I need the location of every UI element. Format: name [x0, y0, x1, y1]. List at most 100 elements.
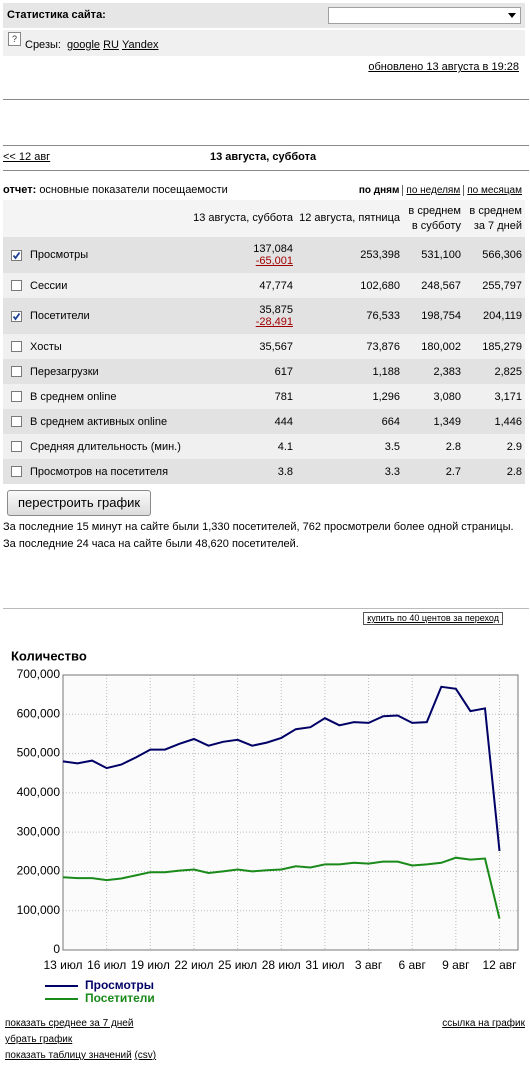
- column-header: 12 августа, пятница: [296, 200, 403, 237]
- value: 3,171: [494, 390, 522, 403]
- y-tick-label: 400,000: [17, 785, 61, 799]
- slice-link[interactable]: google: [67, 39, 101, 51]
- value: 248,567: [421, 279, 461, 292]
- value-cell: 617: [186, 359, 296, 384]
- y-tick-label: 700,000: [17, 667, 61, 681]
- column-header: в среднем за 7 дней: [464, 200, 525, 237]
- value: 185,279: [482, 340, 522, 353]
- row-label: Посетители: [30, 310, 90, 322]
- help-icon[interactable]: ?: [8, 32, 21, 46]
- value-cell: 2.9: [464, 434, 525, 459]
- checkbox[interactable]: [11, 366, 22, 378]
- row-label: Перезагрузки: [30, 365, 99, 378]
- y-tick-label: 500,000: [17, 746, 61, 760]
- summary-line: За последние 24 часа на сайте были 48,62…: [3, 538, 299, 550]
- value-cell: 185,279: [464, 334, 525, 359]
- promo-link[interactable]: купить по 40 центов за переход: [363, 612, 503, 625]
- slices-bar: ? Срезы: google RU Yandex: [3, 30, 525, 56]
- series-line: [62, 685, 501, 852]
- value-cell: 1,188: [296, 359, 403, 384]
- chart-link[interactable]: ссылка на график: [442, 1018, 525, 1029]
- remove-link[interactable]: убрать график: [5, 1034, 73, 1045]
- value-cell: 255,797: [464, 273, 525, 298]
- prev-day-link[interactable]: << 12 авг: [3, 151, 51, 163]
- value-cell: 2.8: [464, 459, 525, 484]
- value-cell: 3,080: [403, 384, 464, 409]
- updated-link[interactable]: обновлено 13 августа в 19:28: [368, 61, 519, 73]
- value-cell: 2,383: [403, 359, 464, 384]
- x-tick-label: 25 июл: [218, 958, 257, 972]
- label-cell: Посетители: [3, 298, 186, 334]
- value: 253,398: [360, 249, 400, 261]
- value-cell: 2.7: [403, 459, 464, 484]
- checkbox[interactable]: [11, 466, 22, 478]
- csv-link[interactable]: (csv): [134, 1050, 157, 1061]
- value-cell: 1,349: [403, 409, 464, 434]
- value: 781: [274, 390, 293, 403]
- diff-link[interactable]: -65,001: [255, 255, 293, 267]
- value: 198,754: [421, 310, 461, 322]
- row-label: Просмотры: [30, 249, 89, 261]
- value-cell: 2,825: [464, 359, 525, 384]
- row-label: В среднем online: [30, 390, 117, 403]
- value: 3.8: [277, 465, 293, 478]
- header-cell: [3, 200, 186, 237]
- report-label: отчет:: [3, 184, 37, 196]
- diff-link[interactable]: -28,491: [255, 316, 293, 328]
- value-cell: 137,084 -65,001: [186, 237, 296, 273]
- chart-title: Количество: [11, 648, 87, 663]
- value: 204,119: [483, 310, 522, 322]
- checkbox[interactable]: [11, 341, 22, 353]
- value: 2,825: [494, 365, 522, 378]
- avg-link[interactable]: показать среднее за 7 дней: [5, 1018, 134, 1029]
- check-mark: [12, 251, 21, 260]
- report-name: основные показатели посещаемости: [39, 184, 228, 196]
- checkbox[interactable]: [11, 280, 22, 292]
- checkbox[interactable]: [11, 391, 22, 403]
- period-link[interactable]: по месяцам: [463, 185, 525, 196]
- label-cell: В среднем online: [3, 384, 186, 409]
- x-tick-label: 9 авг: [442, 958, 470, 972]
- row-label: Хосты: [30, 340, 62, 353]
- y-tick-label: 600,000: [17, 706, 61, 720]
- value-cell: 566,306: [464, 237, 525, 273]
- slice-link[interactable]: RU: [103, 39, 119, 51]
- plot-area: [63, 675, 518, 950]
- slice-link[interactable]: Yandex: [121, 39, 159, 51]
- x-tick-label: 19 июл: [131, 958, 170, 972]
- row-label: Сессии: [30, 279, 68, 292]
- value-cell: 73,876: [296, 334, 403, 359]
- checkbox[interactable]: [11, 416, 22, 428]
- value: 137,084: [253, 243, 293, 255]
- period-switch: по дням по неделям по месяцам: [356, 185, 525, 196]
- checkbox[interactable]: [11, 249, 22, 261]
- period-link[interactable]: по дням: [358, 185, 400, 196]
- page-title: Статистика сайта:: [7, 9, 106, 21]
- table-link[interactable]: показать таблицу значений: [5, 1050, 132, 1061]
- select-arrow: [508, 13, 516, 18]
- site-select[interactable]: [328, 7, 521, 24]
- table-row: Посетители 35,875 -28,491 76,533 198,754 204,…: [3, 298, 525, 334]
- column-header: в среднем в субботу: [403, 200, 464, 237]
- value-cell: 4.1: [186, 434, 296, 459]
- x-tick-label: 16 июл: [87, 958, 126, 972]
- slices: Срезы: google RU Yandex: [25, 39, 161, 51]
- value-cell: 253,398: [296, 237, 403, 273]
- value: 1,446: [494, 415, 522, 428]
- checkbox[interactable]: [11, 310, 22, 322]
- value: 4.1: [277, 440, 293, 453]
- y-tick-label: 0: [53, 942, 60, 956]
- current-day: 13 августа, суббота: [210, 151, 317, 163]
- x-tick-label: 6 авг: [398, 958, 426, 972]
- value: 2.8: [506, 465, 522, 478]
- x-tick-label: 12 авг: [482, 958, 517, 972]
- table-row: Хосты 35,567 73,876 180,002 185,279: [3, 334, 525, 359]
- label-cell: В среднем активных online: [3, 409, 186, 434]
- checkbox[interactable]: [11, 441, 22, 453]
- value-cell: 1,296: [296, 384, 403, 409]
- period-link[interactable]: по неделям: [402, 185, 464, 196]
- value: 180,002: [421, 340, 461, 353]
- value: 3,080: [433, 390, 461, 403]
- rebuild-button[interactable]: перестроить график: [7, 490, 152, 516]
- value-cell: 102,680: [296, 273, 403, 298]
